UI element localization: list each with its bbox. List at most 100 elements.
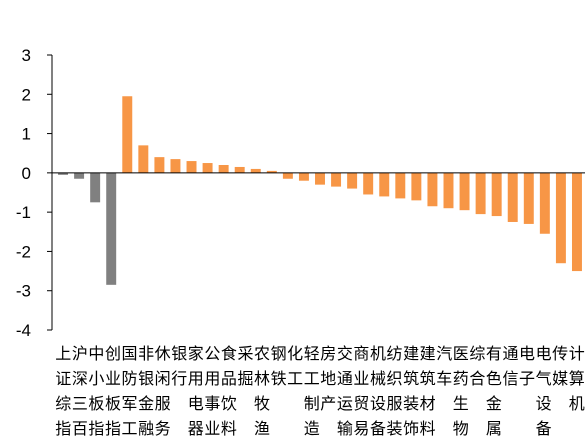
bar [427,172,438,207]
bar [154,157,165,173]
y-tick-label: 0 [22,164,31,183]
y-tick-label: 2 [22,85,31,104]
bar [395,172,406,199]
y-tick-label: -3 [16,282,31,301]
x-tick-label-char: 信 [502,370,518,388]
x-tick-label-char: 融 [138,420,154,438]
x-tick-label-char: 输 [337,420,353,438]
x-tick-label-char: 电 [519,345,535,363]
x-tick-label-char: 地 [320,370,336,388]
x-tick-label-char: 食 [221,345,237,363]
bar [186,161,197,173]
x-tick-label-char: 服 [155,395,171,413]
bar [507,172,518,222]
bar [523,172,534,224]
x-tick-label-char: 材 [420,395,436,413]
x-tick-label-char: 设 [536,395,552,413]
x-tick-label-char: 算 [569,369,585,388]
x-tick-label-char: 防 [122,370,138,388]
bar [138,145,149,173]
bar [266,170,277,173]
bar [571,172,582,272]
x-tick-label-char: 器 [188,420,204,438]
x-tick-label-char: 计 [569,345,585,363]
x-tick-label-char: 生 [453,395,469,413]
x-tick-label-char: 交 [337,345,353,363]
x-tick-label-char: 车 [436,370,452,388]
x-tick-label-char: 农 [254,345,270,363]
x-tick-label-char: 闲 [155,370,171,388]
x-tick-label-char: 房 [320,345,336,363]
x-tick-label-char: 指 [88,420,104,438]
x-tick-label-char: 媒 [552,370,568,388]
x-tick-label-char: 牧 [254,395,270,413]
x-tick-label-char: 百 [72,421,88,438]
x-tick-label-char: 业 [204,420,220,438]
x-tick-label-char: 事 [204,395,220,413]
y-tick-label: 3 [22,46,31,65]
x-tick-label-char: 公 [204,346,220,363]
x-tick-label-char: 制 [304,395,320,413]
x-tick-label-char: 指 [55,420,71,438]
x-tick-label-char: 化 [287,345,303,363]
x-tick-label-char: 轻 [304,345,320,363]
bar [282,172,293,179]
y-tick-label: -2 [16,242,31,261]
x-tick-label-char: 造 [304,420,320,438]
x-tick-label-char: 银 [138,370,154,388]
bar [347,172,358,189]
x-tick-label-char: 备 [536,420,552,438]
bar [379,172,390,197]
x-tick-label-char: 非 [138,345,154,363]
x-tick-label-char: 料 [420,420,436,438]
x-tick-label-char: 林 [254,370,270,388]
x-tick-label-char: 休 [155,345,171,363]
x-tick-label-char: 行 [171,370,187,388]
x-tick-label-char: 综 [55,395,71,413]
x-tick-label-char: 渔 [254,420,270,438]
x-tick-label-char: 机 [569,395,585,413]
x-tick-label-char: 小 [88,370,104,388]
x-tick-label-char: 属 [486,421,502,438]
x-tick-label-char: 色 [486,370,502,388]
x-tick-label-char: 务 [155,420,171,438]
x-tick-label-char: 品 [221,371,237,388]
x-tick-label-char: 设 [370,395,386,413]
x-tick-label-char: 建 [403,345,419,363]
x-tick-label-char: 筑 [420,370,436,388]
x-tick-label-char: 纺 [387,345,403,363]
x-tick-label-char: 工 [287,371,303,388]
x-tick-label-char: 沪 [72,345,88,363]
x-tick-label-char: 机 [370,345,386,363]
bars [58,96,582,285]
x-tick-label-char: 有 [486,345,502,363]
x-tick-label-char: 子 [519,370,535,388]
x-tick-label-char: 备 [370,420,386,438]
bar [411,172,422,201]
x-tick-label-char: 铁 [271,370,287,388]
x-tick-label-char: 运 [337,395,353,413]
x-tick-label-char: 饰 [403,420,419,438]
y-tick-label: -4 [16,321,31,340]
x-tick-label-char: 采 [237,345,253,363]
x-tick-label-char: 织 [387,370,403,388]
x-tick-label-char: 物 [453,420,469,438]
x-tick-label-char: 通 [502,345,518,363]
x-tick-label-char: 气 [536,370,552,388]
x-tick-label-char: 创 [105,345,121,363]
bar [234,166,245,173]
x-tick-label-char: 械 [370,370,386,388]
x-tick-label-char: 综 [469,345,485,363]
x-tick-label-char: 业 [105,370,121,388]
x-tick-label-char: 钢 [271,345,287,363]
x-tick-label-char: 建 [420,345,436,363]
x-tick-label-char: 商 [353,345,369,363]
x-tick-label-char: 板 [105,395,121,413]
y-tick-label: 1 [22,125,31,144]
bar [202,163,213,173]
x-tick-label-char: 掘 [237,370,253,388]
bar [459,172,470,211]
x-tick-label-char: 金 [486,395,502,413]
